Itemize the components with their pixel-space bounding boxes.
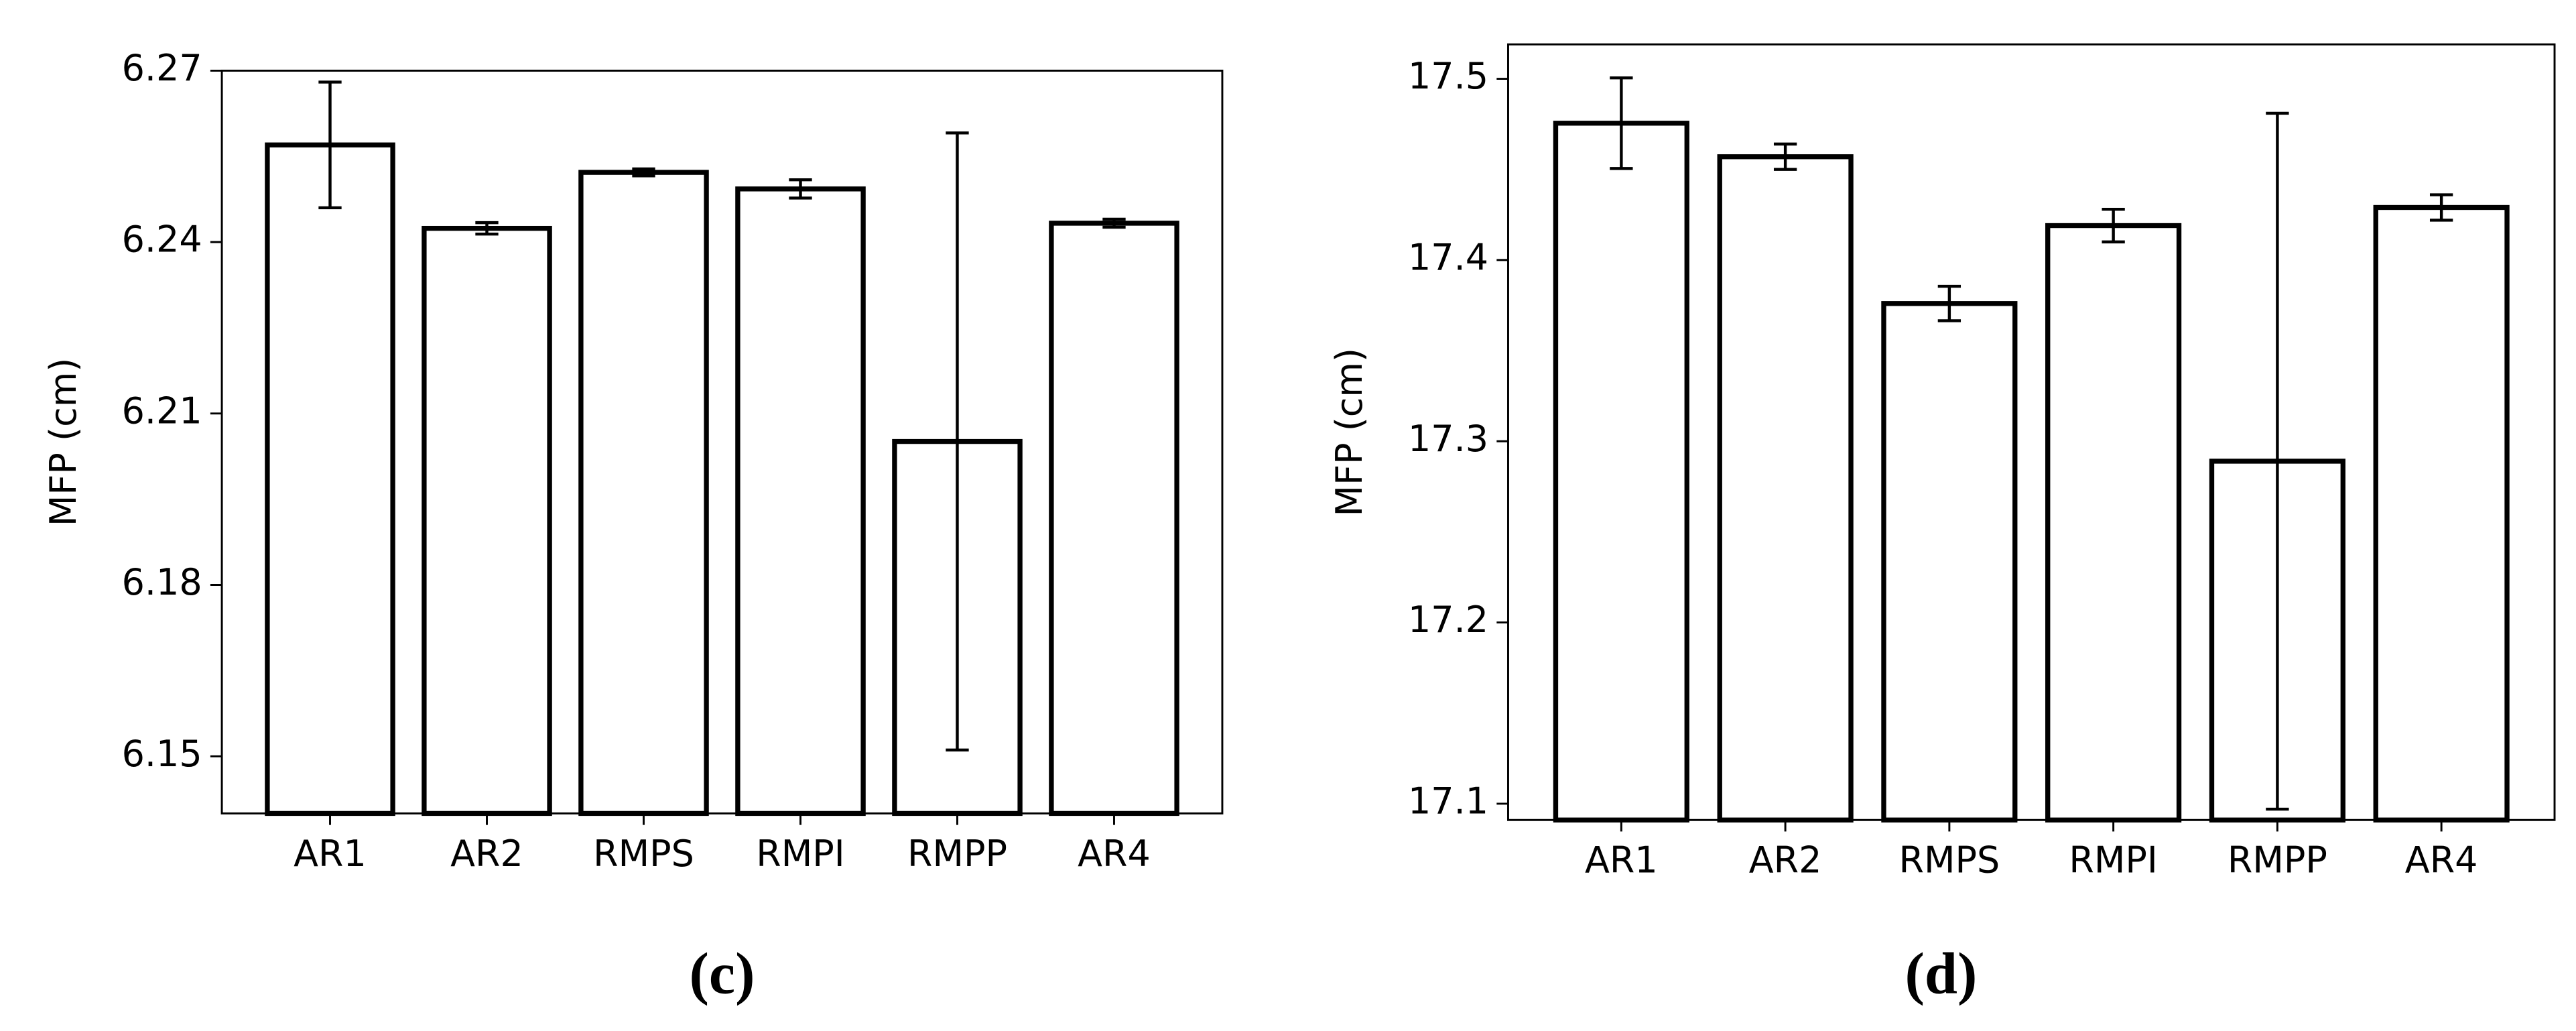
bar [578,170,709,816]
bar [422,225,552,816]
y-tick-label: 6.15 [122,733,202,775]
x-tick-label: AR1 [294,833,367,875]
bar [2373,204,2510,823]
x-tick-label: AR2 [450,833,523,875]
bar [1717,154,1854,823]
y-tick-label: 6.27 [122,47,202,89]
bar [2045,223,2182,823]
y-tick-label: 6.24 [122,219,202,261]
x-tick-label: RMPP [907,833,1007,875]
bar [735,186,866,816]
y-tick-label: 17.5 [1408,55,1488,97]
y-tick-label: 6.18 [122,561,202,603]
y-tick-label: 17.2 [1408,599,1488,641]
y-tick-label: 17.4 [1408,237,1488,279]
x-tick-label: RMPP [2228,839,2327,882]
y-axis-label: MFP (cm) [1328,348,1370,516]
x-tick-label: AR4 [1078,833,1151,875]
y-tick-label: 6.21 [122,389,202,432]
y-tick-label: 17.3 [1408,418,1488,460]
bar [1049,221,1179,816]
x-tick-label: RMPS [1899,839,2000,882]
bar [1881,301,2018,823]
panel-label: (d) [1905,941,1978,1006]
y-tick-label: 17.1 [1408,780,1488,823]
x-tick-label: AR1 [1585,839,1658,882]
x-tick-label: RMPI [756,833,844,875]
panel-label: (c) [690,941,755,1006]
axes-frame [220,69,1224,814]
axes-frame [1507,43,2556,821]
x-tick-label: AR4 [2405,839,2478,882]
x-tick-label: RMPI [2069,839,2157,882]
x-tick-label: AR2 [1749,839,1822,882]
bar [1553,121,1689,823]
bar [265,142,395,816]
y-axis-label: MFP (cm) [42,358,84,526]
x-tick-label: RMPS [593,833,694,875]
